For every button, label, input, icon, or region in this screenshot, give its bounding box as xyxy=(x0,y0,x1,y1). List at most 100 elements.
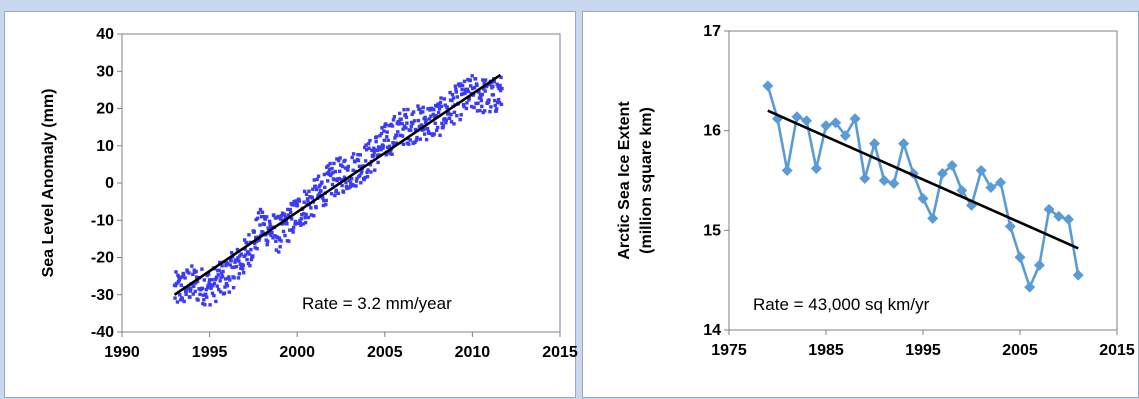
data-point xyxy=(332,177,337,182)
data-point xyxy=(481,78,485,82)
data-point xyxy=(256,211,261,215)
data-point xyxy=(312,178,316,182)
y-tick-label: 17 xyxy=(703,23,721,40)
data-point xyxy=(449,120,454,124)
data-point xyxy=(403,112,408,117)
data-point xyxy=(186,286,191,290)
data-point xyxy=(470,74,474,78)
data-point xyxy=(271,236,275,240)
data-point xyxy=(201,293,206,297)
data-point xyxy=(296,221,300,226)
data-point xyxy=(300,212,304,217)
y-tick-label: 14 xyxy=(703,322,721,339)
data-point xyxy=(498,88,503,93)
data-point xyxy=(218,279,222,283)
data-point xyxy=(344,180,348,184)
data-point xyxy=(453,84,458,88)
data-point xyxy=(497,86,501,91)
data-point xyxy=(324,198,328,203)
data-point xyxy=(357,164,362,169)
data-point xyxy=(286,207,290,212)
data-point xyxy=(447,116,452,120)
data-point xyxy=(315,177,319,182)
data-point xyxy=(385,130,389,134)
data-point xyxy=(293,222,297,226)
data-point xyxy=(479,95,483,100)
data-point xyxy=(174,270,178,274)
data-point xyxy=(956,184,968,196)
data-point xyxy=(190,264,194,268)
data-point xyxy=(474,101,478,106)
data-point xyxy=(203,303,207,307)
data-point xyxy=(437,103,441,107)
data-point xyxy=(227,290,231,294)
data-point xyxy=(307,189,311,193)
data-point xyxy=(400,134,405,138)
data-point xyxy=(331,171,335,175)
data-point xyxy=(192,268,196,272)
data-point xyxy=(257,238,261,242)
data-point xyxy=(249,257,254,262)
data-point xyxy=(394,141,399,145)
data-point xyxy=(478,108,482,113)
data-point xyxy=(266,227,271,232)
data-point xyxy=(258,223,262,227)
data-point xyxy=(975,165,987,177)
data-point xyxy=(193,281,198,285)
data-point xyxy=(288,207,292,212)
data-point xyxy=(223,277,228,281)
data-point xyxy=(333,193,337,198)
data-point xyxy=(279,239,283,243)
data-point xyxy=(391,118,396,122)
data-point xyxy=(409,124,413,129)
data-point xyxy=(406,107,410,112)
data-point xyxy=(321,203,326,208)
data-point xyxy=(458,84,462,88)
data-point xyxy=(446,111,451,116)
data-point xyxy=(206,272,211,276)
sea-level-chart-panel: -40 -30 -20 -10 0 10 20 30 40 1990 1995 2000 2005 201… xyxy=(4,11,578,398)
data-point xyxy=(433,115,437,120)
data-point xyxy=(358,153,363,157)
data-point xyxy=(188,295,192,299)
data-point xyxy=(272,213,276,218)
data-point xyxy=(413,140,417,144)
data-point xyxy=(273,216,278,220)
data-point xyxy=(297,199,302,203)
y-tick-label: 15 xyxy=(703,222,721,239)
data-point xyxy=(488,109,492,114)
data-point xyxy=(386,145,390,150)
data-point xyxy=(482,81,486,85)
data-point xyxy=(213,277,218,282)
data-point xyxy=(462,79,467,84)
data-point xyxy=(443,103,448,107)
data-point xyxy=(762,80,774,92)
data-point xyxy=(438,133,442,137)
data-point xyxy=(384,122,388,126)
y-axis-subtitle: (million square km) xyxy=(638,107,655,254)
data-point xyxy=(278,245,282,249)
data-point xyxy=(365,174,370,179)
data-point xyxy=(195,279,200,284)
data-point xyxy=(418,107,422,112)
data-point xyxy=(491,84,495,89)
data-point xyxy=(333,169,338,174)
data-point xyxy=(435,125,440,130)
data-point xyxy=(377,153,381,157)
data-point xyxy=(304,212,308,217)
sea-ice-markers xyxy=(762,80,1084,293)
data-point xyxy=(451,96,456,100)
data-point xyxy=(212,293,216,298)
data-point xyxy=(196,298,200,302)
data-point xyxy=(202,298,206,302)
data-point xyxy=(309,213,314,217)
data-point xyxy=(366,168,370,172)
data-point xyxy=(440,121,444,126)
data-point xyxy=(304,192,309,197)
data-point xyxy=(359,181,363,185)
data-point xyxy=(374,135,379,139)
data-point xyxy=(495,82,499,86)
data-point xyxy=(363,175,367,180)
data-point xyxy=(378,134,382,138)
data-point xyxy=(480,92,484,97)
